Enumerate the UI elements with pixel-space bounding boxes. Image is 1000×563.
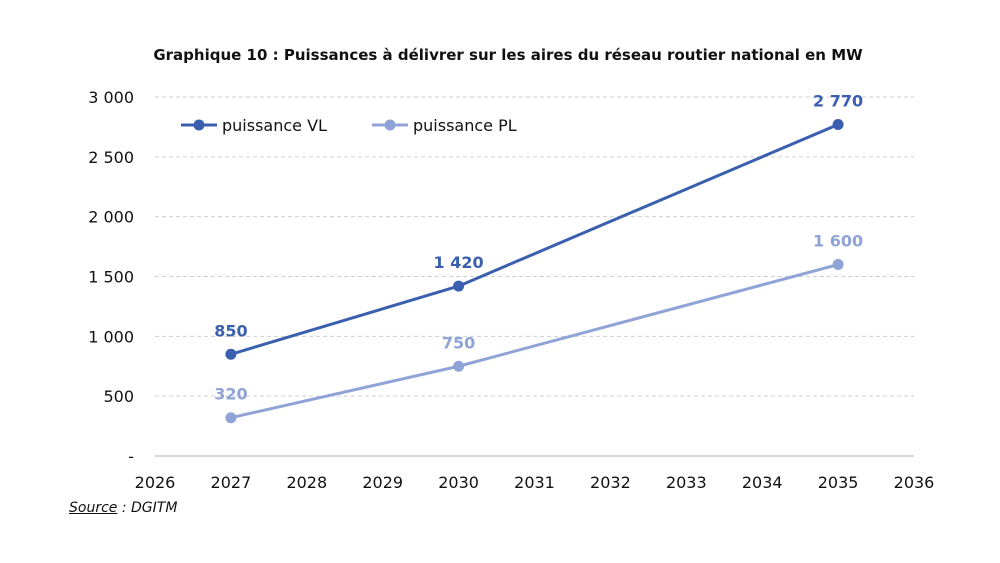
y-tick-label: 500 xyxy=(103,387,134,406)
x-tick-label: 2033 xyxy=(666,473,707,492)
source-separator: : xyxy=(117,500,132,516)
legend-label: puissance VL xyxy=(222,116,327,135)
y-tick-label: 2 500 xyxy=(88,148,134,167)
y-axis-ticks: - 500 1 000 1 500 2 000 2 500 3 000 xyxy=(88,88,134,466)
legend-label: puissance PL xyxy=(413,116,517,135)
y-tick-label: 3 000 xyxy=(88,88,134,107)
data-point xyxy=(225,412,237,424)
chart-title: Graphique 10 : Puissances à délivrer sur… xyxy=(153,46,863,64)
x-tick-label: 2026 xyxy=(135,473,176,492)
source-value: DGITM xyxy=(131,500,178,516)
source-label: Source xyxy=(69,500,118,516)
x-tick-label: 2034 xyxy=(742,473,783,492)
x-tick-label: 2036 xyxy=(894,473,935,492)
legend-marker xyxy=(384,119,396,131)
series-group: 850 1 420 2 770 320 750 1 600 xyxy=(214,92,863,424)
data-label: 850 xyxy=(214,321,247,340)
y-tick-label: 2 000 xyxy=(88,208,134,227)
legend: puissance VL puissance PL xyxy=(181,116,517,135)
source-note: Source : DGITM xyxy=(69,500,177,516)
x-axis-ticks: 2026 2027 2028 2029 2030 2031 2032 2033 2034 2035… xyxy=(135,473,935,492)
x-tick-label: 2035 xyxy=(818,473,859,492)
gridlines xyxy=(155,96,914,457)
series-vl: 850 1 420 2 770 xyxy=(214,92,863,360)
data-point xyxy=(453,280,465,292)
x-tick-label: 2028 xyxy=(286,473,327,492)
data-label: 1 420 xyxy=(434,253,484,272)
data-point xyxy=(453,360,465,372)
x-tick-label: 2030 xyxy=(438,473,479,492)
y-tick-label: 1 000 xyxy=(88,327,134,346)
x-tick-label: 2029 xyxy=(362,473,403,492)
data-label: 750 xyxy=(442,333,475,352)
data-label: 1 600 xyxy=(813,232,863,251)
data-label: 2 770 xyxy=(813,92,863,111)
x-tick-label: 2027 xyxy=(211,473,252,492)
y-tick-label: - xyxy=(128,447,134,466)
data-label: 320 xyxy=(214,385,247,404)
x-tick-label: 2031 xyxy=(514,473,555,492)
data-point xyxy=(832,119,844,131)
series-pl: 320 750 1 600 xyxy=(214,232,863,424)
legend-item: puissance VL xyxy=(181,116,327,135)
x-tick-label: 2032 xyxy=(590,473,631,492)
y-tick-label: 1 500 xyxy=(88,268,134,287)
data-point xyxy=(225,348,237,360)
series-line xyxy=(230,263,839,420)
series-line xyxy=(230,123,839,356)
legend-marker xyxy=(193,119,205,131)
legend-item: puissance PL xyxy=(372,116,517,135)
data-point xyxy=(832,259,844,271)
